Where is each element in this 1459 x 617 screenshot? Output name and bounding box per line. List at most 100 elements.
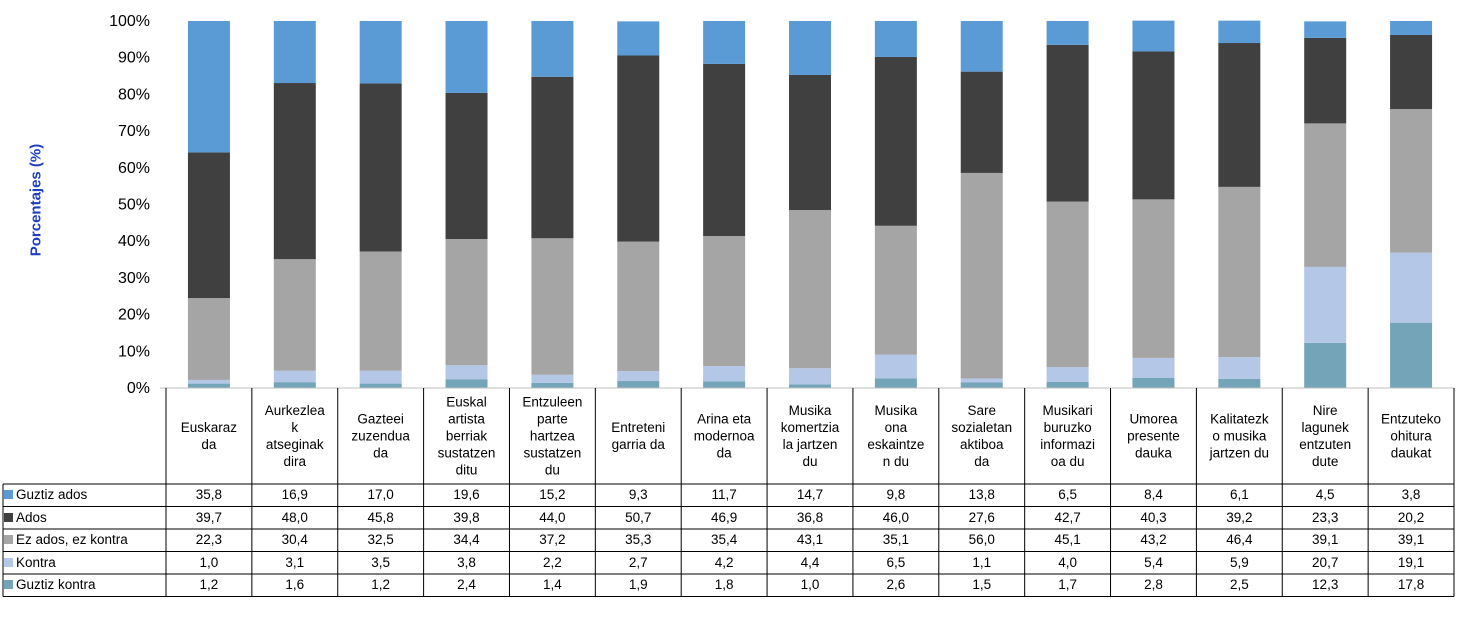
bar-segment [187,21,230,153]
data-label: 8,4 [1144,487,1163,502]
category-label-line: oa du [1050,454,1085,469]
bar-segment [960,172,1003,379]
data-label: 9,3 [628,487,648,502]
data-label: 2,4 [457,577,476,592]
category-label-line: sustatzen [523,445,582,461]
bar-segment [1218,20,1261,44]
bar-segment [187,379,230,384]
category-label-line: Euskal [446,394,487,410]
bar-segment [1046,381,1089,388]
data-label: 19,6 [453,487,480,502]
category-label-line: modernoa [693,428,755,444]
data-label: 5,9 [1229,554,1249,570]
data-label: 2,6 [886,577,906,592]
category-label-line: atseginak [265,437,324,452]
bar-segment [1046,44,1089,202]
category-label-line: ohitura [1390,428,1432,444]
data-label: 4,4 [800,554,820,570]
data-label: 1,1 [972,554,992,570]
bar-segment [273,259,316,371]
bar-segment [445,92,488,239]
category-label-line: du [544,462,560,478]
legend-entry: Guztiz kontra [4,574,96,596]
data-label: 1,8 [714,577,734,592]
bar-segment [703,365,746,382]
data-label: 39,2 [1226,509,1253,525]
data-label: 11,7 [711,487,737,502]
legend-label: Guztiz kontra [16,577,96,592]
data-label: 23,3 [1312,509,1339,525]
category-label: Musika komertzia la jartzen du [768,402,852,470]
data-label: 1,6 [285,577,305,592]
category-label: Entzuleen parte hartzea sustatzen du [510,394,594,479]
legend-label: Guztiz ados [16,487,88,502]
y-tick-label: 90% [118,50,150,67]
data-label: 6,5 [886,554,906,570]
category-label: Kalitatezk o musika jartzen du [1197,411,1281,462]
legend-entry: Guztiz ados [4,484,87,506]
y-tick-label: 70% [118,123,150,140]
bar-segment [1390,34,1433,110]
category-label: Musika ona eskaintze n du [854,402,938,470]
legend-swatch [4,580,13,589]
data-label: 42,7 [1054,509,1081,525]
legend-label: Ez ados, ez kontra [16,532,128,547]
bar-segment [359,83,402,252]
bar-segment [531,374,574,383]
data-label: 30,4 [281,532,308,547]
data-label: 39,1 [1397,532,1425,547]
legend-entry: Ados [4,507,47,529]
bar-segment [445,238,488,366]
category-label-line: dute [1312,454,1339,469]
legend-label: Kontra [16,554,56,570]
y-tick-label: 40% [118,233,150,250]
bar-segment [789,21,831,75]
bar-segment [1304,123,1347,267]
bar-segment [187,152,230,299]
bar-segment [445,379,488,388]
data-label: 1,4 [543,577,562,592]
data-label: 46,0 [882,509,909,525]
data-label: 48,0 [281,509,308,525]
y-tick-label: 0% [127,380,150,397]
bar-segment [531,238,574,375]
data-label: 27,6 [968,509,995,525]
category-label-line: aktiboa [959,437,1004,452]
data-label: 34,4 [453,532,480,547]
category-label: Sare sozialetan aktiboa da [940,402,1024,470]
bar-segment [1304,266,1347,343]
data-label: 35,4 [710,532,738,547]
category-label-line: Kalitatezk [1210,411,1269,427]
bar-segment [960,21,1003,72]
data-label: 35,3 [625,532,652,547]
category-label-line: jartzen du [1209,445,1269,461]
bar-segment [1390,252,1433,323]
y-tick-label: 50% [118,197,150,214]
data-label: 6,5 [1058,487,1077,502]
bar-segment [1132,51,1175,200]
bar-segment [1046,21,1089,45]
category-label-line: Aurkezlea [264,403,325,418]
bar-segment [359,251,402,371]
data-label: 20,7 [1312,554,1339,570]
category-label-line: komertzia [780,420,840,435]
category-label-line: Entzuleen [522,394,583,410]
bar-segment [1132,377,1175,388]
category-label: Gazteei zuzendua da [339,411,423,462]
bar-segment [187,383,230,388]
category-label-line: la jartzen [782,437,838,452]
bar-segment [1046,201,1089,368]
data-label: 17,8 [1397,577,1425,592]
category-label-line: da [373,445,389,461]
category-label-line: k [291,420,299,435]
bar-segment [1132,357,1175,378]
category-label: Musikari buruzko informazi oa du [1026,402,1110,470]
data-label: 44,0 [539,509,566,525]
category-label-line: Euskaraz [180,420,238,435]
category-label-line: da [201,437,217,452]
bar-segment [531,382,574,388]
category-label-line: o musika [1212,428,1267,444]
data-label: 14,7 [796,487,824,502]
bar-segment [1132,20,1175,52]
